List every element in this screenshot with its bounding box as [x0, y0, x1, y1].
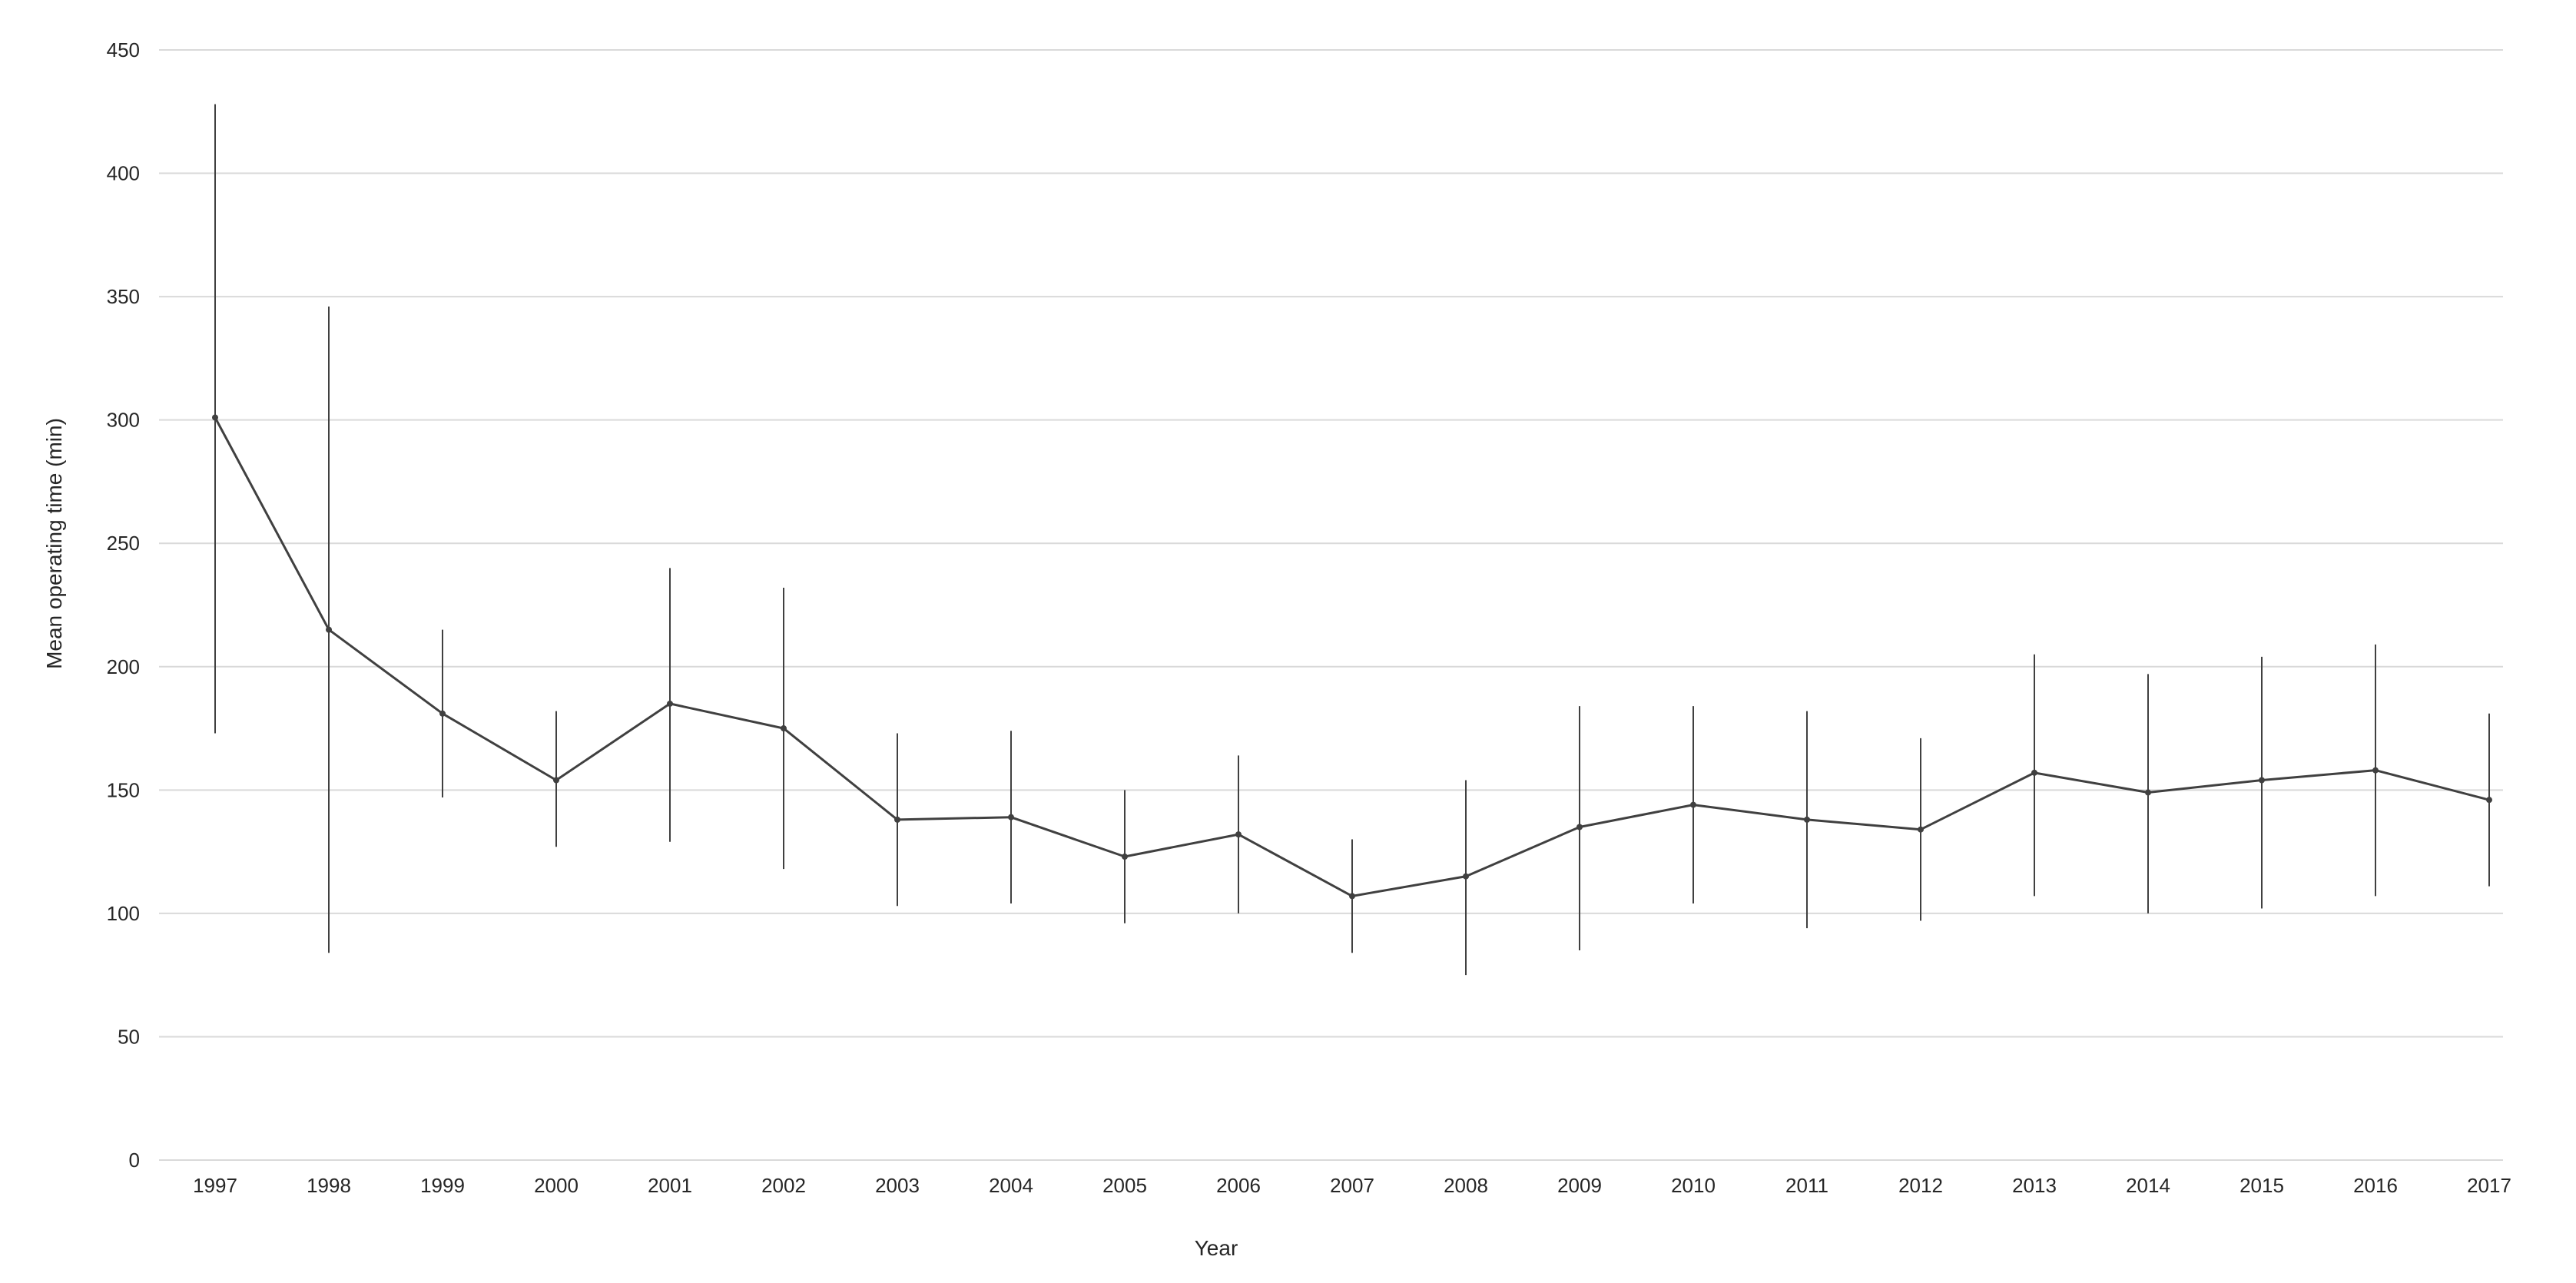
data-point	[1804, 816, 1810, 823]
x-tick-label: 2012	[1898, 1174, 1943, 1197]
gridlines	[159, 49, 2503, 1161]
y-tick-label: 350	[107, 285, 140, 308]
y-tick-label: 50	[118, 1025, 140, 1048]
data-point	[1463, 873, 1469, 880]
data-point	[2259, 777, 2265, 784]
x-tick-label: 2002	[761, 1174, 806, 1197]
x-axis-title: Year	[1195, 1236, 1238, 1260]
x-tick-label: 2003	[875, 1174, 920, 1197]
x-tick-label: 2010	[1671, 1174, 1716, 1197]
x-tick-label: 1998	[307, 1174, 351, 1197]
data-point	[439, 710, 446, 717]
data-point	[212, 414, 218, 421]
x-tick-label: 1997	[193, 1174, 237, 1197]
y-tick-label: 0	[129, 1149, 140, 1172]
x-tick-label: 2009	[1557, 1174, 1602, 1197]
data-point	[2372, 767, 2379, 774]
x-tick-label: 2000	[534, 1174, 579, 1197]
x-tick-label: 2004	[989, 1174, 1033, 1197]
y-tick-label: 150	[107, 778, 140, 801]
data-point	[1690, 801, 1696, 808]
x-tick-label: 2013	[2012, 1174, 2057, 1197]
data-point	[2031, 769, 2037, 776]
data-point	[326, 626, 332, 633]
y-tick-label: 400	[107, 162, 140, 185]
x-tick-label: 2015	[2239, 1174, 2284, 1197]
data-point	[1349, 893, 1355, 900]
data-point	[2486, 797, 2492, 804]
data-point	[2145, 789, 2151, 796]
x-tick-label: 2014	[2126, 1174, 2170, 1197]
data-point	[1918, 826, 1924, 833]
x-tick-label: 2016	[2353, 1174, 2398, 1197]
data-point	[553, 777, 559, 784]
data-point	[1235, 831, 1242, 838]
error-bars	[214, 104, 2490, 976]
y-axis-title: Mean operating time (min)	[42, 418, 66, 669]
y-axis-tick-labels: 0 50 100 150 200 250 300 350 400 450	[107, 38, 140, 1172]
y-tick-label: 100	[107, 902, 140, 925]
x-tick-label: 1999	[420, 1174, 465, 1197]
data-point	[1576, 824, 1583, 830]
data-point	[1008, 814, 1014, 821]
x-axis-tick-labels: 1997 1998 1999 2000 2001 2002 2003 2004 2005 2006…	[193, 1174, 2511, 1197]
data-point	[667, 700, 673, 707]
data-point	[894, 816, 900, 823]
x-tick-label: 2008	[1444, 1174, 1488, 1197]
x-tick-label: 2017	[2467, 1174, 2511, 1197]
x-tick-label: 2005	[1102, 1174, 1147, 1197]
y-tick-label: 250	[107, 532, 140, 555]
y-tick-label: 450	[107, 38, 140, 61]
x-tick-label: 2007	[1330, 1174, 1374, 1197]
x-tick-label: 2001	[648, 1174, 692, 1197]
data-point	[1122, 854, 1128, 860]
x-tick-label: 2006	[1216, 1174, 1261, 1197]
data-point	[781, 725, 787, 732]
data-points	[212, 414, 2492, 900]
y-tick-label: 300	[107, 409, 140, 432]
y-tick-label: 200	[107, 655, 140, 678]
x-tick-label: 2011	[1785, 1174, 1828, 1197]
